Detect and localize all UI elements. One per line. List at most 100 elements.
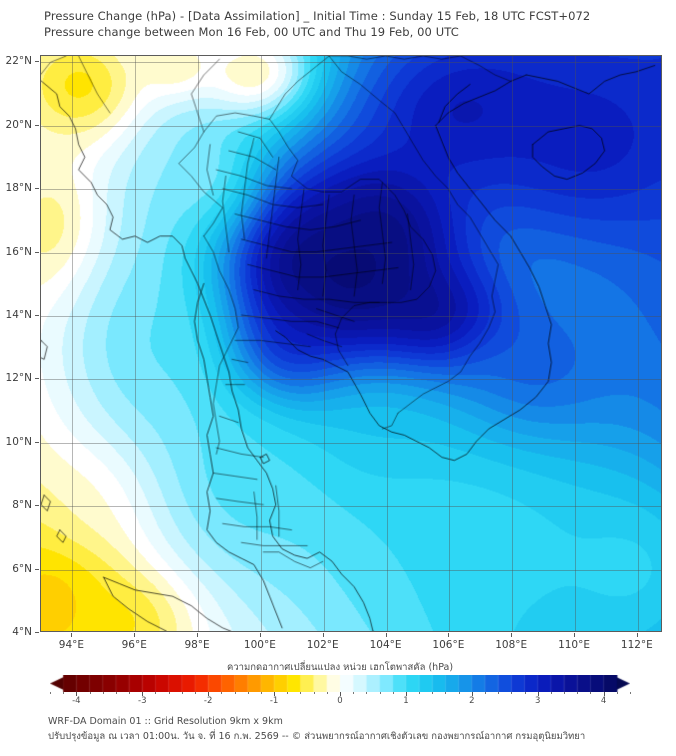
colorbar-tick-minor xyxy=(260,692,262,694)
y-tick-mark xyxy=(35,188,39,190)
y-tick-mark xyxy=(35,124,39,126)
x-tick-label: 100°E xyxy=(243,639,276,651)
colorbar-label: 4 xyxy=(600,696,607,706)
colorbar-tick-major xyxy=(142,692,144,696)
y-tick-mark xyxy=(35,568,39,570)
y-tick-mark xyxy=(35,632,39,633)
colorbar-tick-minor xyxy=(498,692,500,694)
x-tick-label: 112°E xyxy=(620,639,653,651)
colorbar-tick-minor xyxy=(564,692,566,694)
colorbar-tick-major xyxy=(208,692,210,696)
colorbar-tick-minor xyxy=(50,692,51,694)
colorbar-ticks: -4 -3 -2 -1 0 1 2 3 4 xyxy=(50,692,631,708)
x-tick-mark xyxy=(636,633,638,637)
colorbar-tick-minor xyxy=(550,692,552,694)
colorbar-tick-minor xyxy=(300,692,302,694)
x-tick-mark xyxy=(197,633,199,637)
y-tick-label: 16°N xyxy=(5,245,32,258)
colorbar-tick-minor xyxy=(366,692,368,694)
y-tick-mark xyxy=(35,378,39,380)
x-tick-label: 106°E xyxy=(432,639,465,651)
colorbar-tick-minor xyxy=(458,692,460,694)
colorbar-gradient xyxy=(50,675,630,692)
colorbar-tick-minor xyxy=(221,692,223,694)
colorbar-tick-major xyxy=(603,692,605,696)
y-tick-label: 14°N xyxy=(5,308,32,321)
x-tick-mark xyxy=(322,633,324,637)
colorbar-tick-minor xyxy=(419,692,421,694)
y-tick-mark xyxy=(35,505,39,507)
y-tick-mark xyxy=(35,251,39,253)
x-tick-label: 104°E xyxy=(369,639,402,651)
colorbar-tick-minor xyxy=(616,692,618,694)
model-info-line: WRF-DA Domain 01 :: Grid Resolution 9km … xyxy=(48,716,283,727)
colorbar-tick-major xyxy=(537,692,539,696)
y-tick-label: 22°N xyxy=(5,55,32,68)
colorbar-label: 1 xyxy=(403,696,409,706)
colorbar-tick-minor xyxy=(195,692,196,694)
page-subtitle: Pressure change between Mon 16 Feb, 00 U… xyxy=(44,25,459,39)
x-tick-label: 102°E xyxy=(306,639,339,651)
colorbar-tick-minor xyxy=(577,692,579,694)
x-tick-mark xyxy=(385,633,387,637)
colorbar-tick-major xyxy=(405,692,407,696)
x-tick-label: 98°E xyxy=(184,639,210,651)
colorbar-title: ความกดอากาศเปลี่ยนแปลง หน่วย เฮกโตพาสคัล… xyxy=(226,662,454,673)
y-tick-label: 8°N xyxy=(12,499,32,512)
colorbar-label: -1 xyxy=(269,696,279,706)
x-tick-mark xyxy=(448,633,450,637)
y-tick-label: 20°N xyxy=(5,118,32,131)
colorbar-tick-minor xyxy=(247,692,249,694)
y-tick-label: 18°N xyxy=(5,182,32,195)
x-tick-label: 110°E xyxy=(558,639,590,651)
colorbar-tick-major xyxy=(76,692,78,696)
chart-title-block: Pressure Change (hPa) - [Data Assimilati… xyxy=(44,8,664,40)
colorbar-tick-major xyxy=(340,692,341,696)
x-tick-mark xyxy=(574,633,576,637)
colorbar-tick-minor xyxy=(379,692,381,694)
colorbar-tick-minor xyxy=(432,692,434,694)
colorbar-label: -3 xyxy=(138,696,147,706)
colorbar-tick-major xyxy=(274,692,276,696)
colorbar: ความกดอากาศเปลี่ยนแปลง หน่วย เฮกโตพาสคัล… xyxy=(50,660,631,708)
x-tick-mark xyxy=(511,633,513,637)
x-tick-label: 108°E xyxy=(495,639,528,651)
colorbar-tick-minor xyxy=(392,692,394,694)
colorbar-tick-minor xyxy=(313,692,315,694)
colorbar-tick-minor xyxy=(155,692,157,694)
colorbar-tick-minor xyxy=(287,692,289,694)
footer-block: WRF-DA Domain 01 :: Grid Resolution 9km … xyxy=(48,714,668,744)
colorbar-tick-minor xyxy=(168,692,170,694)
colorbar-tick-major xyxy=(471,692,473,696)
x-tick-mark xyxy=(134,633,136,637)
colorbar-tick-minor xyxy=(511,692,513,694)
colorbar-label: 2 xyxy=(469,696,475,706)
colorbar-tick-minor xyxy=(234,692,236,694)
colorbar-tick-minor xyxy=(115,692,117,694)
y-tick-mark xyxy=(35,314,39,316)
x-tick-mark xyxy=(259,633,261,637)
map-plot-area[interactable] xyxy=(40,55,662,632)
colorbar-tick-minor xyxy=(353,692,355,694)
y-tick-label: 4°N xyxy=(12,626,32,638)
colorbar-tick-minor xyxy=(89,692,91,694)
page-title: Pressure Change (hPa) - [Data Assimilati… xyxy=(44,9,591,23)
colorbar-tick-minor xyxy=(445,692,447,694)
x-tick-label: 94°E xyxy=(58,639,85,651)
colorbar-tick-minor xyxy=(181,692,183,694)
colorbar-tick-minor xyxy=(630,692,631,694)
colorbar-tick-minor xyxy=(102,692,104,694)
x-tick-label: 96°E xyxy=(121,639,147,651)
y-tick-mark xyxy=(35,61,39,63)
update-credit-line: ปรับปรุงข้อมูล ณ เวลา 01:00น. วัน จ. ที่… xyxy=(48,731,586,742)
colorbar-tick-minor xyxy=(485,692,486,694)
colorbar-tick-minor xyxy=(63,692,65,694)
colorbar-label: -4 xyxy=(72,696,81,706)
y-tick-label: 10°N xyxy=(5,435,32,448)
y-tick-mark xyxy=(35,441,39,443)
pressure-change-heatmap xyxy=(41,56,661,631)
colorbar-tick-minor xyxy=(326,692,328,694)
colorbar-label: -2 xyxy=(203,696,213,706)
colorbar-tick-minor xyxy=(524,692,526,694)
